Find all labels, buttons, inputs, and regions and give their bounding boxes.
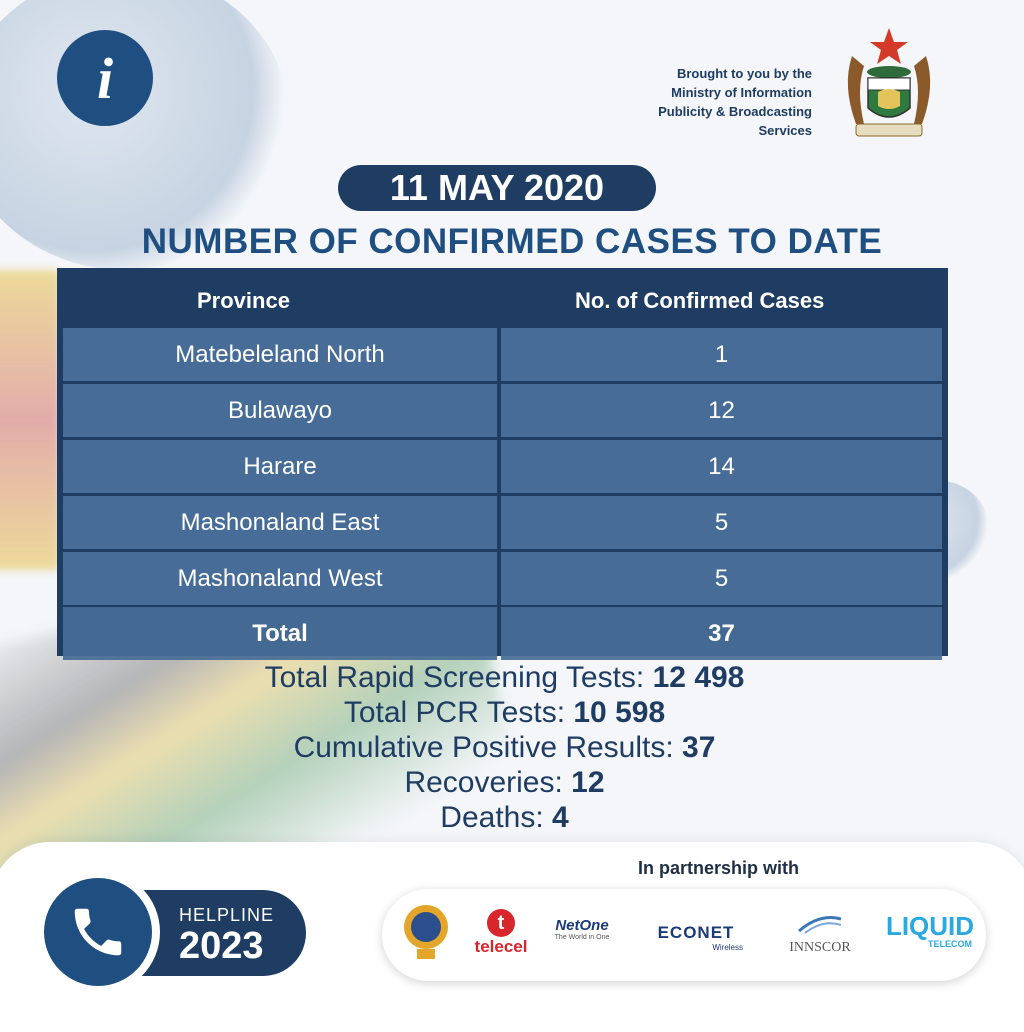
telecel-logo: t telecel: [466, 909, 536, 957]
liquid-telecom-logo: LIQUID TELECOM: [885, 911, 975, 949]
cases-cell: 1: [501, 328, 942, 381]
page-title: NUMBER OF CONFIRMED CASES TO DATE: [141, 222, 883, 261]
stat-line: Cumulative Positive Results: 37: [293, 731, 716, 764]
helpline-number: 2023: [179, 925, 264, 967]
partner-logos: t telecel NetOne The World in One ECONET…: [382, 889, 986, 981]
stat-line: Total Rapid Screening Tests: 12 498: [264, 661, 745, 694]
stat-line: Total PCR Tests: 10 598: [343, 696, 666, 729]
phone-glyph: [74, 908, 122, 956]
province-cell: Harare: [63, 440, 497, 493]
brought-line: Publicity & Broadcasting: [658, 104, 812, 119]
info-icon: i: [57, 30, 153, 126]
province-cell: Matebeleland North: [63, 328, 497, 381]
cases-cell: 5: [501, 552, 942, 605]
table-header: Province No. of Confirmed Cases: [57, 268, 948, 328]
phone-icon[interactable]: [44, 878, 152, 986]
column-header-cases: No. of Confirmed Cases: [575, 288, 825, 313]
table-row: Bulawayo 12: [63, 384, 942, 437]
netone-logo: NetOne The World in One: [554, 917, 610, 941]
stat-line: Deaths: 4: [440, 801, 569, 834]
table-row: Mashonaland East 5: [63, 496, 942, 549]
province-cell: Bulawayo: [63, 384, 497, 437]
cases-cell: 14: [501, 440, 942, 493]
partnership-title: In partnership with: [638, 858, 800, 878]
bg-flag-edge: [0, 270, 60, 570]
brought-line: Services: [758, 123, 813, 138]
total-label: Total: [63, 607, 497, 660]
cases-cell: 5: [501, 496, 942, 549]
innscor-logo: INNSCOR: [772, 913, 868, 956]
cases-cell: 12: [501, 384, 942, 437]
cases-table: Province No. of Confirmed Cases Matebele…: [57, 268, 948, 660]
province-cell: Mashonaland West: [63, 552, 497, 605]
brought-line: Brought to you by the: [676, 66, 812, 81]
bg-virus-top-left: [0, 0, 290, 270]
table-row: Matebeleland North 1: [63, 328, 942, 381]
innscor-swoosh-icon: [798, 916, 842, 934]
table-row: Harare 14: [63, 440, 942, 493]
stat-line: Recoveries: 12: [404, 766, 605, 799]
province-cell: Mashonaland East: [63, 496, 497, 549]
date-badge: 11 MAY 2020: [338, 165, 656, 211]
brought-line: Ministry of Information: [671, 85, 812, 100]
table-total-row: Total 37: [63, 607, 942, 660]
testing-stats: Total Rapid Screening Tests: 12 498 Tota…: [0, 660, 1009, 835]
table-row: Mashonaland West 5: [63, 552, 942, 605]
coat-of-arms-icon: [847, 28, 931, 137]
seal-logo: [404, 905, 448, 959]
helpline-label: HELPLINE: [179, 905, 275, 925]
column-header-province: Province: [197, 288, 290, 313]
brought-to-you-text: Brought to you by the Ministry of Inform…: [592, 64, 812, 140]
total-value: 37: [501, 607, 942, 660]
econet-logo: ECONET Wireless: [657, 923, 743, 952]
